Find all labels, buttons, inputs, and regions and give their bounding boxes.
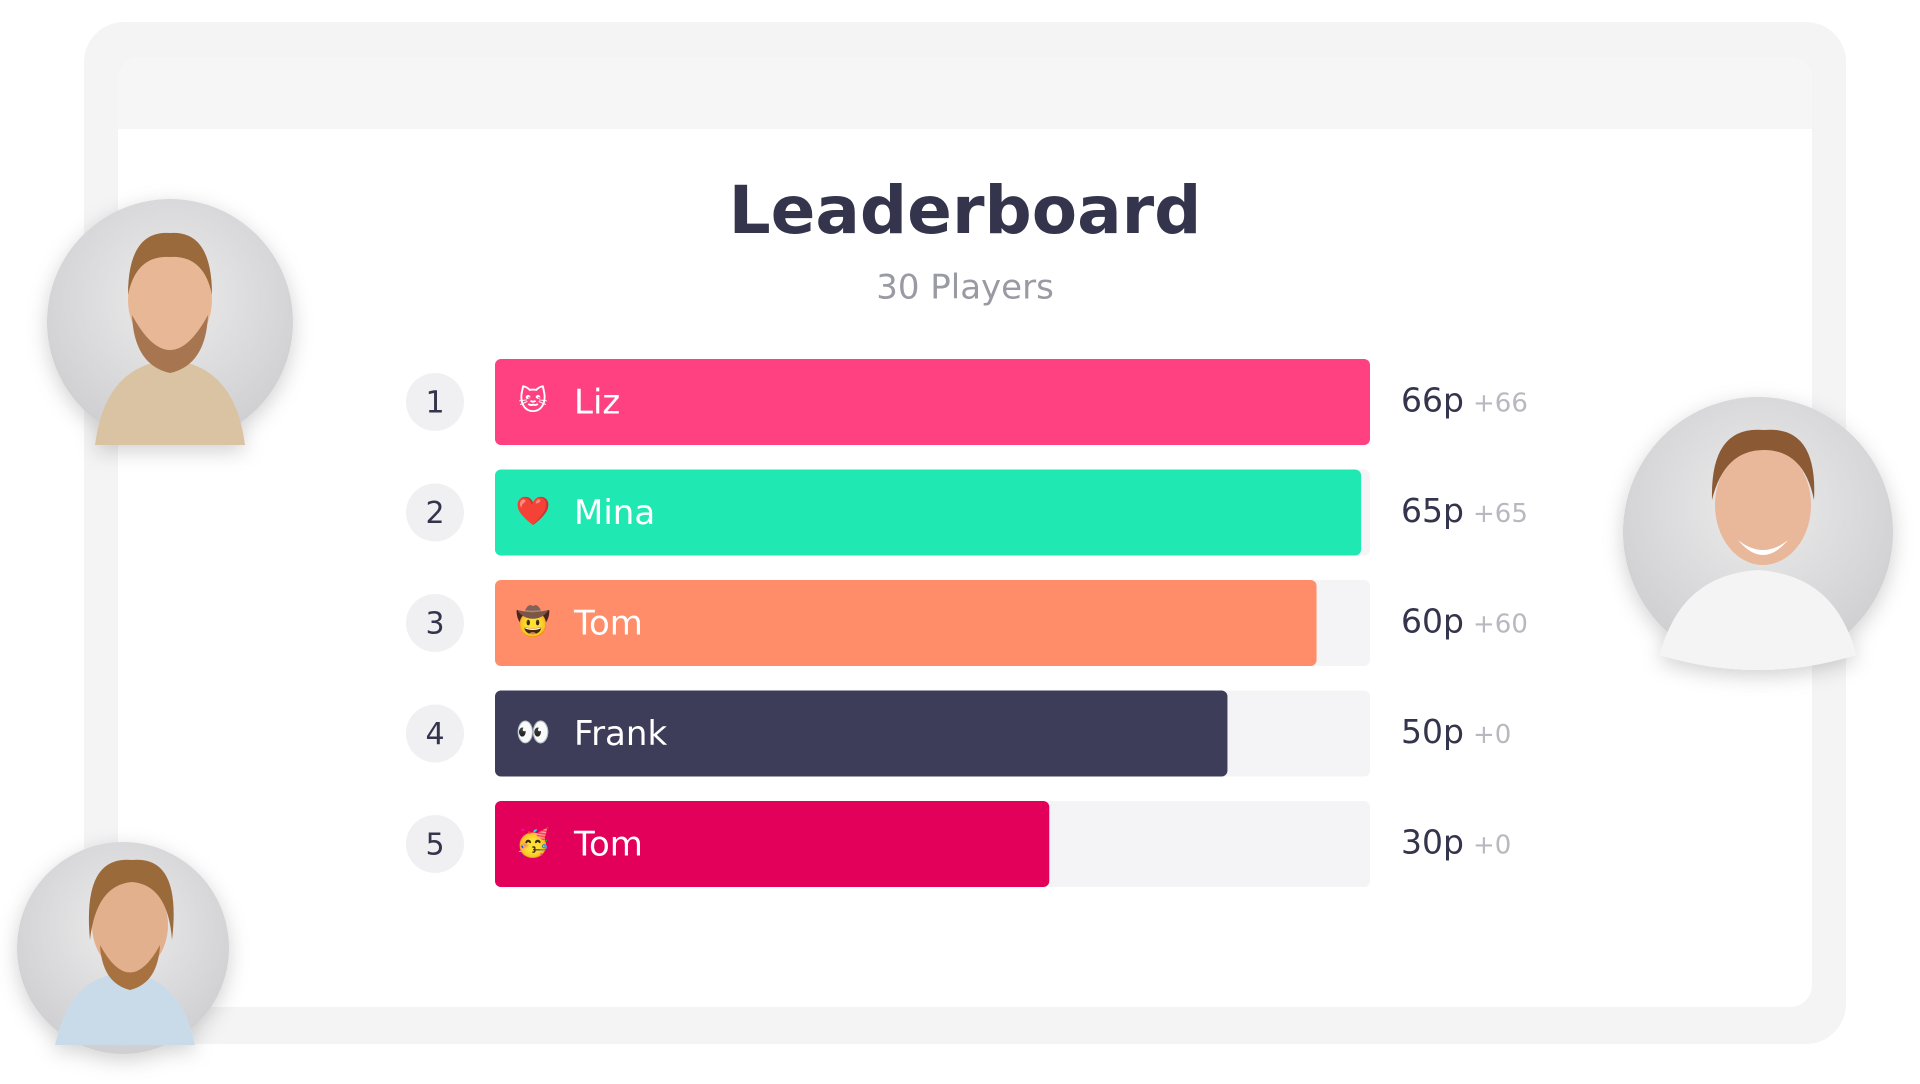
score-delta: +66 [1473,389,1528,419]
rank-badge [406,815,464,873]
panel-header [118,57,1812,129]
player-name: Tom [573,604,643,644]
leaderboard-row: 4 👀 Frank 50p +0 [406,690,1511,777]
rank: 3 [425,607,444,642]
emoji: 🤠 [516,604,551,638]
score-bar [495,801,1050,887]
emoji: ❤️ [516,495,551,528]
rank: 5 [425,828,444,863]
rank: 2 [425,496,444,531]
score-bar [495,580,1317,666]
title: Leaderboard [729,172,1202,249]
player-name: Mina [574,493,655,533]
leaderboard: 1 🐱 Liz 66p +66 2 ❤️ Mina 65p +65 3 🤠 Tom 60p +60 4 👀 Fra… [406,359,1528,887]
rank-badge [406,483,464,542]
score-delta: +0 [1473,720,1511,750]
rank-badge [406,373,464,431]
subtitle: 30 Players [876,268,1054,308]
score-bar [495,359,1370,445]
score-delta: +60 [1473,610,1528,640]
score: 65p [1401,491,1464,530]
score: 50p [1401,712,1464,751]
rank: 1 [425,386,444,421]
avatar [47,199,293,445]
score-bar [495,469,1362,556]
score-bar [495,690,1228,777]
score: 66p [1401,381,1464,420]
player-name: Frank [574,714,667,754]
emoji: 👀 [516,716,551,749]
rank-badge [406,704,464,763]
score-delta: +0 [1473,831,1511,861]
leaderboard-row: 5 🥳 Tom 30p +0 [406,801,1511,887]
leaderboard-row: 1 🐱 Liz 66p +66 [406,359,1528,445]
score: 30p [1401,823,1464,862]
leaderboard-row: 2 ❤️ Mina 65p +65 [406,469,1528,556]
rank-badge [406,594,464,652]
player-name: Tom [573,825,643,865]
emoji: 🥳 [516,825,551,859]
score-delta: +65 [1473,499,1528,529]
emoji: 🐱 [518,384,547,417]
avatar [1623,397,1893,670]
leaderboard-row: 3 🤠 Tom 60p +60 [406,580,1528,666]
player-name: Liz [574,383,620,423]
avatar [17,842,229,1054]
rank: 4 [425,717,444,752]
score: 60p [1401,602,1464,641]
